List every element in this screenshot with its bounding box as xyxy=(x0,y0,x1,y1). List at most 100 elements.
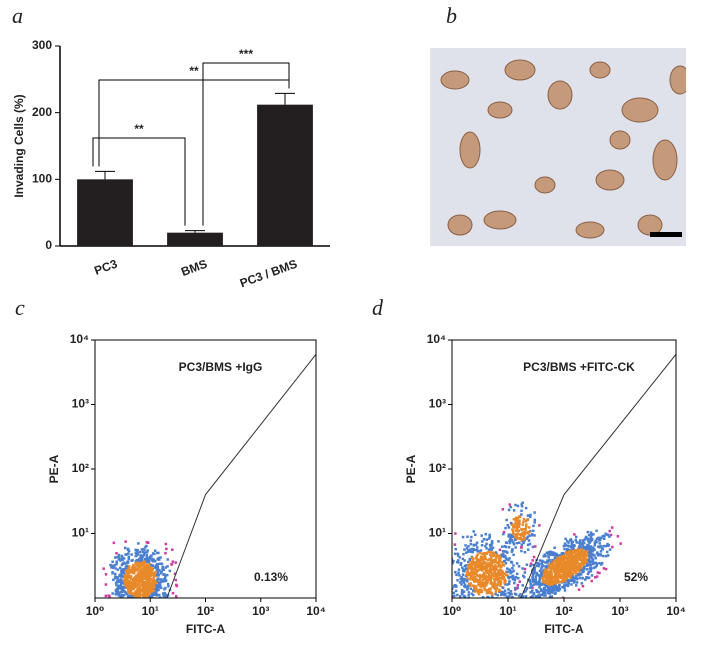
density-dot xyxy=(580,542,584,545)
density-dot xyxy=(595,552,599,555)
density-dot xyxy=(518,608,521,611)
density-dot xyxy=(593,543,597,547)
density-dot xyxy=(494,583,497,586)
density-dot xyxy=(533,521,536,524)
density-dot xyxy=(577,549,580,552)
density-dot xyxy=(162,568,165,572)
density-dot xyxy=(576,554,580,558)
density-dot xyxy=(529,586,532,589)
density-dot xyxy=(589,552,593,555)
density-dot xyxy=(573,561,576,565)
density-dot xyxy=(514,529,518,532)
density-dot xyxy=(129,585,133,588)
density-dot xyxy=(488,557,491,561)
density-dot xyxy=(513,578,516,582)
density-dot xyxy=(158,593,161,597)
density-dot xyxy=(506,567,509,570)
density-dot xyxy=(130,608,133,611)
density-dot xyxy=(128,580,132,583)
density-dot xyxy=(490,564,494,567)
density-dot xyxy=(104,583,108,586)
density-dot xyxy=(471,559,475,562)
density-dot xyxy=(140,583,144,586)
density-dot xyxy=(548,592,552,595)
density-dot xyxy=(142,547,145,551)
density-dot xyxy=(154,580,158,583)
density-dot xyxy=(496,593,500,597)
density-dot xyxy=(570,571,574,575)
density-dot xyxy=(478,575,482,579)
density-dot xyxy=(129,593,133,596)
density-dot xyxy=(159,570,163,574)
density-dot xyxy=(164,594,167,598)
density-dot xyxy=(511,528,514,531)
density-dot xyxy=(479,561,483,565)
density-dot xyxy=(581,555,585,558)
density-dot xyxy=(547,585,550,589)
density-dot xyxy=(157,588,160,592)
y-tick-label: 10³ xyxy=(72,397,89,411)
density-dot xyxy=(474,565,477,569)
density-dot xyxy=(465,602,468,605)
density-dot xyxy=(522,541,525,545)
density-dot xyxy=(470,535,473,539)
density-dot xyxy=(591,558,595,562)
density-dot xyxy=(474,572,478,575)
density-dot xyxy=(529,596,533,598)
density-dot xyxy=(153,588,156,592)
density-dot xyxy=(551,582,555,585)
density-dot xyxy=(517,541,521,544)
density-dot xyxy=(575,581,579,584)
density-dot xyxy=(516,526,519,530)
density-dot xyxy=(479,555,483,559)
density-dot xyxy=(509,540,512,544)
density-dot xyxy=(524,527,527,531)
density-dot xyxy=(458,556,461,559)
density-dot xyxy=(492,551,496,555)
density-dot xyxy=(560,557,563,560)
density-dot xyxy=(559,555,562,559)
density-dot xyxy=(117,609,120,612)
density-dot xyxy=(156,572,159,575)
density-dot xyxy=(569,563,573,567)
density-dot xyxy=(560,561,563,564)
density-dot xyxy=(130,553,133,556)
density-dot xyxy=(468,582,471,586)
density-dot xyxy=(562,577,566,580)
density-dot xyxy=(523,532,527,535)
density-dot xyxy=(509,575,512,579)
density-dot xyxy=(484,532,488,536)
significance-bracket xyxy=(202,62,290,226)
density-dot xyxy=(477,549,480,553)
density-dot xyxy=(482,584,486,588)
density-dot xyxy=(443,601,446,604)
density-dot xyxy=(484,575,488,579)
density-dot xyxy=(460,592,464,596)
density-dot xyxy=(538,569,542,573)
density-dot xyxy=(129,586,132,590)
density-dot xyxy=(494,564,497,567)
density-dot xyxy=(485,538,489,541)
density-dot xyxy=(579,572,582,576)
density-dot xyxy=(532,529,535,533)
density-dot xyxy=(526,543,530,547)
density-dot xyxy=(566,539,569,543)
density-dot xyxy=(123,562,126,565)
density-dot xyxy=(121,594,124,598)
y-tick-label: 10⁴ xyxy=(427,332,446,346)
y-tick-label: 10² xyxy=(72,461,89,475)
density-dot xyxy=(527,514,530,517)
density-dot xyxy=(543,590,546,593)
density-dot xyxy=(483,552,487,555)
density-dot xyxy=(546,589,549,592)
density-dot xyxy=(599,553,602,556)
density-dot xyxy=(472,589,475,592)
density-dot xyxy=(464,551,468,554)
density-dot xyxy=(142,586,145,589)
density-dot xyxy=(143,565,146,568)
density-dot xyxy=(138,550,142,554)
density-dot xyxy=(125,606,128,609)
density-dot xyxy=(490,540,494,543)
density-dot xyxy=(578,545,581,548)
density-dot xyxy=(140,564,144,567)
